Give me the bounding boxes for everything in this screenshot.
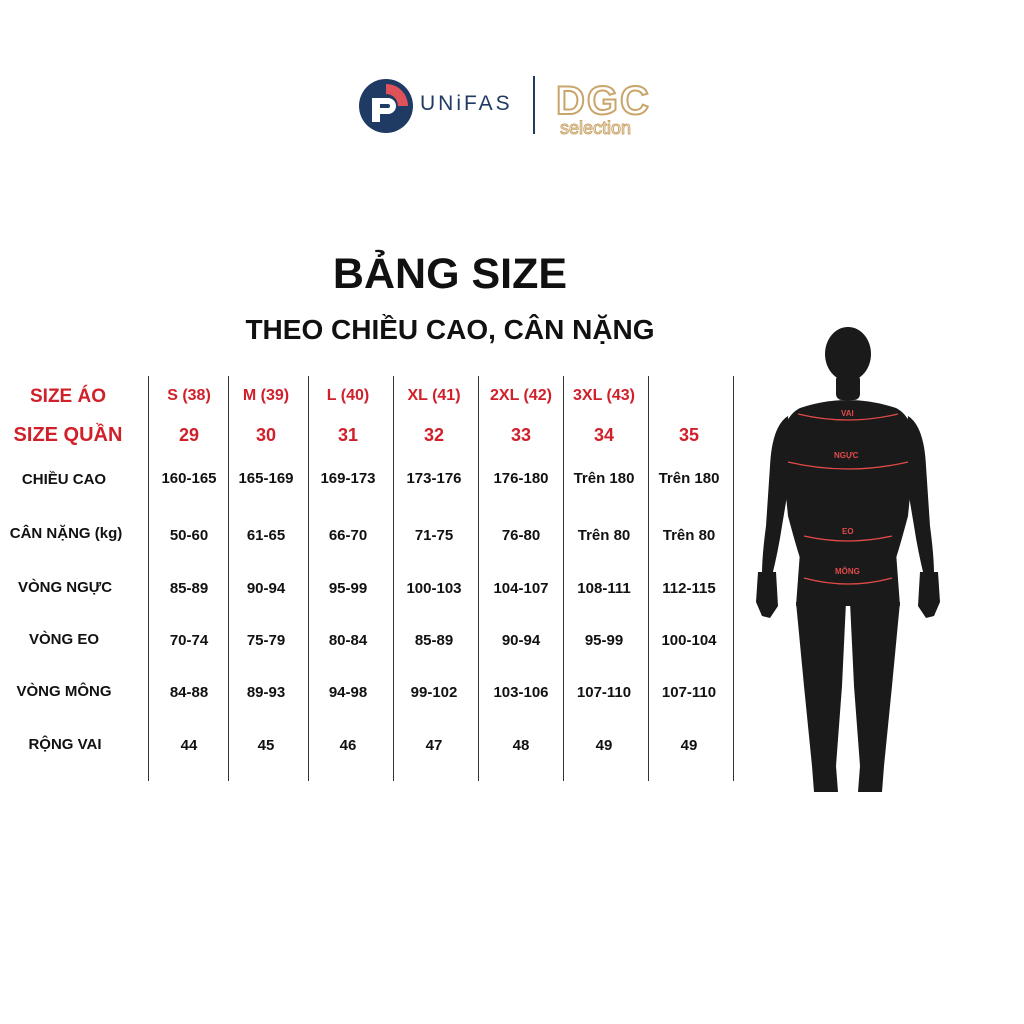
column-divider <box>308 376 309 781</box>
can-nang-cell: Trên 80 <box>662 527 716 544</box>
can-nang-cell: 50-60 <box>169 527 209 544</box>
column-divider <box>478 376 479 781</box>
vong-nguc-cell: 90-94 <box>246 580 286 597</box>
column-divider <box>228 376 229 781</box>
size-quan-cell: 34 <box>593 425 615 445</box>
dgc-selection-logo: DGC selection <box>555 78 651 138</box>
size-quan-cell: 32 <box>423 425 445 445</box>
chieu-cao-cell: Trên 180 <box>573 470 635 487</box>
rong-vai-cell: 48 <box>512 737 530 754</box>
column-divider <box>648 376 649 781</box>
chieu-cao-cell: Trên 180 <box>658 470 720 487</box>
row-label-chieu-cao: CHIỀU CAO <box>21 471 107 488</box>
rong-vai-cell: 49 <box>595 737 613 754</box>
chieu-cao-cell: 165-169 <box>238 470 294 487</box>
vong-nguc-cell: 95-99 <box>328 580 368 597</box>
size-quan-cell: 31 <box>337 425 359 445</box>
vong-nguc-cell: 100-103 <box>406 580 462 597</box>
vong-mong-cell: 107-110 <box>576 684 632 701</box>
chest-arrow <box>787 461 909 470</box>
label-nguc: NGỰC <box>834 451 859 460</box>
vong-mong-cell: 94-98 <box>328 684 368 701</box>
logo-divider <box>533 76 535 134</box>
rong-vai-cell: 46 <box>339 737 357 754</box>
vong-eo-cell: 80-84 <box>328 632 368 649</box>
row-label-can-nang: CÂN NẶNG (kg) <box>9 525 123 542</box>
vong-mong-cell: 89-93 <box>246 684 286 701</box>
measurement-labels: VAI NGỰC EO MÔNG <box>834 409 860 576</box>
hip-arrow <box>803 577 893 585</box>
column-divider <box>393 376 394 781</box>
size-ao-cell: XL (41) <box>407 387 461 404</box>
chieu-cao-cell: 173-176 <box>406 470 462 487</box>
row-label-vong-nguc: VÒNG NGỰC <box>17 579 113 596</box>
size-quan-cell: 29 <box>178 425 200 445</box>
vong-mong-cell: 84-88 <box>169 684 209 701</box>
vong-eo-cell: 85-89 <box>414 632 454 649</box>
dgc-logo-main: DGC <box>556 79 651 123</box>
logo-bar: UNiFAS DGC selection <box>0 70 1024 145</box>
vong-nguc-cell: 104-107 <box>493 580 549 597</box>
vong-eo-cell: 95-99 <box>584 632 624 649</box>
rong-vai-cell: 45 <box>257 737 275 754</box>
body-measurement-figure: VAI NGỰC EO MÔNG <box>756 327 940 792</box>
label-mong: MÔNG <box>835 567 860 576</box>
rong-vai-cell: 49 <box>680 737 698 754</box>
rong-vai-cell: 44 <box>180 737 198 754</box>
page-title: BẢNG SIZE <box>332 250 568 298</box>
can-nang-cell: 71-75 <box>414 527 454 544</box>
vong-mong-cell: 103-106 <box>493 684 549 701</box>
chieu-cao-cell: 160-165 <box>161 470 217 487</box>
vong-eo-cell: 90-94 <box>501 632 541 649</box>
can-nang-cell: 61-65 <box>246 527 286 544</box>
page-subtitle: THEO CHIỀU CAO, CÂN NẶNG <box>245 314 655 345</box>
vong-eo-cell: 75-79 <box>246 632 286 649</box>
row-label-rong-vai: RỘNG VAI <box>28 736 102 753</box>
vong-eo-cell: 70-74 <box>169 632 209 649</box>
row-label-vong-mong: VÒNG MÔNG <box>16 683 112 700</box>
size-ao-cell: L (40) <box>326 387 370 404</box>
vong-nguc-cell: 108-111 <box>577 580 631 597</box>
size-ao-cell: 2XL (42) <box>490 387 552 404</box>
measurement-arrows <box>787 413 909 585</box>
vong-eo-cell: 100-104 <box>661 632 717 649</box>
vong-mong-cell: 99-102 <box>410 684 458 701</box>
size-ao-cell: M (39) <box>242 387 290 404</box>
column-divider <box>563 376 564 781</box>
chieu-cao-cell: 176-180 <box>493 470 549 487</box>
row-label-size-ao: SIZE ÁO <box>29 386 107 407</box>
unifas-wordmark: UNiFAS <box>420 92 513 115</box>
vong-nguc-cell: 85-89 <box>169 580 209 597</box>
row-label-vong-eo: VÒNG EO <box>28 631 100 648</box>
column-divider <box>733 376 734 781</box>
size-quan-cell: 30 <box>255 425 277 445</box>
vong-mong-cell: 107-110 <box>661 684 717 701</box>
unifas-logo-icon <box>359 79 413 133</box>
rong-vai-cell: 47 <box>425 737 443 754</box>
chieu-cao-cell: 169-173 <box>320 470 376 487</box>
size-ao-cell: 3XL (43) <box>573 387 635 404</box>
can-nang-cell: 76-80 <box>501 527 541 544</box>
column-divider <box>148 376 149 781</box>
shoulder-arrow <box>797 413 899 421</box>
size-ao-cell: S (38) <box>167 387 211 404</box>
human-silhouette <box>756 327 940 792</box>
label-vai: VAI <box>841 409 854 418</box>
vong-nguc-cell: 112-115 <box>662 580 716 597</box>
dgc-logo-sub: selection <box>560 118 631 138</box>
row-label-size-quan: SIZE QUẦN <box>13 424 123 446</box>
waist-arrow <box>803 535 893 542</box>
size-quan-cell: 35 <box>678 425 700 445</box>
can-nang-cell: 66-70 <box>328 527 368 544</box>
label-eo: EO <box>842 527 854 536</box>
size-quan-cell: 33 <box>510 425 532 445</box>
can-nang-cell: Trên 80 <box>577 527 631 544</box>
